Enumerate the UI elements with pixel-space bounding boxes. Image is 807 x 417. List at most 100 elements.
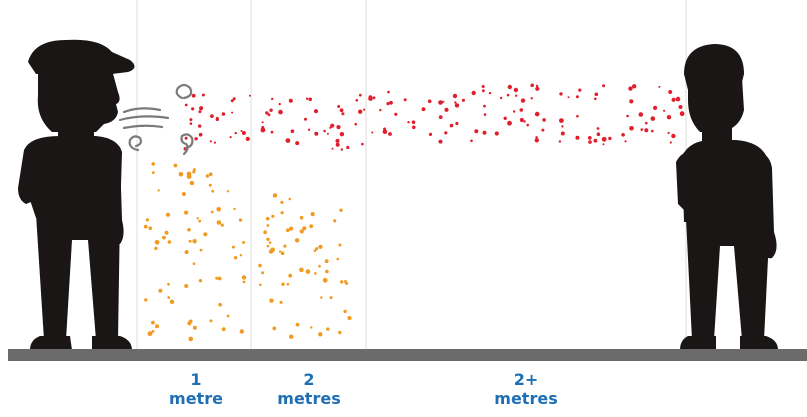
large-droplet (266, 244, 270, 248)
small-droplet (507, 84, 512, 90)
large-droplet (164, 230, 169, 235)
large-droplet (326, 327, 330, 331)
small-droplet (248, 94, 251, 97)
small-droplet (632, 84, 637, 89)
large-droplet (181, 192, 186, 196)
large-droplet (318, 264, 321, 268)
large-droplet (233, 256, 238, 260)
small-droplet (560, 131, 565, 136)
small-droplet (354, 122, 358, 126)
large-droplet (165, 212, 171, 217)
distance-number: 1 (190, 370, 202, 389)
small-droplet (403, 98, 407, 102)
small-droplet (679, 111, 685, 117)
small-droplet (520, 98, 526, 103)
large-droplet (192, 239, 197, 244)
large-droplet (242, 280, 246, 284)
small-droplet (438, 100, 443, 105)
small-droplet (382, 129, 388, 134)
small-droplet (530, 83, 534, 88)
small-droplet (601, 136, 607, 142)
small-droplet (278, 109, 283, 115)
small-droplet (454, 101, 457, 104)
distance-label-2plus: 2+ metres (466, 370, 586, 408)
small-droplet (260, 127, 266, 133)
small-droplet (596, 132, 601, 136)
large-droplet (272, 326, 277, 331)
small-droplet (230, 99, 234, 103)
small-droplet (368, 96, 373, 101)
small-droplet (593, 138, 598, 143)
distance-number: 2+ (513, 370, 539, 389)
large-droplet (333, 219, 337, 223)
large-droplet (158, 288, 163, 293)
small-droplet (355, 99, 359, 102)
small-droplet (474, 129, 479, 134)
large-droplet (203, 232, 208, 237)
large-droplet (280, 251, 285, 256)
small-droplet (427, 99, 432, 104)
large-droplet (199, 248, 203, 252)
large-droplet (184, 250, 189, 255)
small-droplet (587, 136, 592, 140)
large-droplet (233, 207, 236, 211)
large-droplet (299, 229, 304, 234)
large-droplet (154, 239, 160, 245)
small-droplet (594, 92, 599, 97)
large-droplet (210, 210, 214, 214)
small-droplet (265, 111, 269, 115)
large-droplet (340, 280, 344, 284)
large-droplet (347, 315, 352, 321)
small-droplet (295, 141, 300, 146)
small-droplet (575, 135, 580, 140)
small-droplet (198, 132, 203, 137)
small-droplet (455, 121, 459, 126)
small-droplet (567, 96, 570, 99)
small-droplet (389, 100, 393, 105)
large-droplet (339, 208, 343, 212)
small-droplet (438, 139, 443, 144)
small-droplet (506, 93, 510, 97)
small-droplet (482, 89, 485, 93)
person-exhaling-icon (18, 39, 135, 350)
small-droplet (231, 111, 234, 114)
ground-line (8, 349, 807, 361)
large-droplet (338, 243, 342, 247)
small-droplet (372, 96, 376, 100)
small-droplet (541, 128, 545, 132)
small-droplet (535, 86, 540, 91)
large-droplet (336, 257, 340, 261)
large-droplet (294, 238, 300, 243)
small-droplet (482, 130, 487, 135)
large-droplet (157, 189, 160, 192)
small-droplet (512, 110, 516, 113)
small-droplet (329, 126, 332, 129)
small-droplet (346, 145, 350, 150)
small-droplet (438, 115, 443, 119)
small-aerosol-droplets (183, 83, 685, 151)
large-droplet (155, 324, 159, 329)
small-droplet (335, 138, 340, 143)
large-droplet (208, 183, 212, 187)
large-droplet (192, 325, 197, 330)
small-droplet (341, 112, 345, 116)
small-droplet (339, 132, 345, 137)
large-droplet (144, 298, 148, 302)
small-droplet (483, 113, 487, 116)
small-droplet (234, 131, 237, 135)
large-droplet (231, 245, 235, 249)
small-droplet (337, 105, 341, 108)
large-droplet (187, 321, 192, 326)
large-droplet (318, 332, 323, 337)
small-droplet (519, 117, 525, 123)
small-droplet (201, 93, 205, 97)
large-droplet (279, 300, 283, 304)
small-droplet (588, 140, 592, 144)
large-droplet (338, 330, 342, 335)
small-droplet (444, 107, 449, 112)
large-droplet (211, 189, 215, 193)
small-droplet (675, 96, 681, 102)
small-droplet (669, 141, 672, 144)
large-droplet (283, 244, 287, 248)
